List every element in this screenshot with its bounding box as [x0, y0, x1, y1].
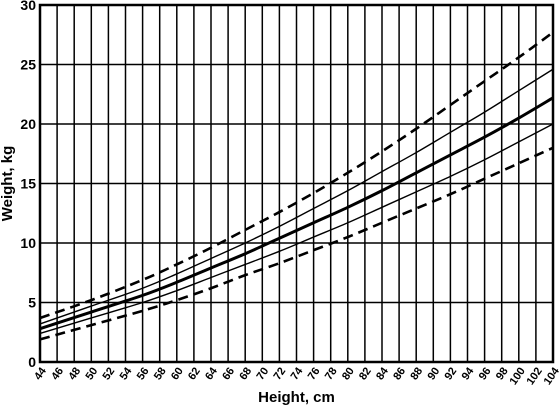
x-axis-label: Height, cm [258, 389, 335, 406]
series-line-5 [39, 146, 554, 341]
series-line-2 [39, 68, 554, 325]
x-tick-label: 68 [237, 365, 254, 382]
series-lines [39, 31, 554, 341]
y-axis-label: Weight, kg [0, 146, 16, 222]
x-tick-label: 88 [408, 365, 425, 382]
series-line-4 [39, 123, 554, 335]
y-tick-label: 15 [20, 176, 36, 192]
x-tick-label: 74 [289, 365, 306, 383]
x-tick-label: 102 [525, 365, 545, 387]
plot-frame [38, 3, 555, 364]
x-tick-label: 86 [391, 365, 408, 382]
x-tick-label: 50 [83, 365, 100, 382]
x-tick-label: 104 [542, 365, 560, 388]
x-tick-labels: 44 46 48 50 52 54 56 58 60 62 64 66 68 70 72 74 76 78 80 82… [32, 365, 560, 388]
x-tick-label: 84 [374, 365, 391, 383]
x-tick-label: 58 [152, 365, 169, 382]
x-tick-label: 80 [340, 365, 357, 382]
x-tick-label: 56 [135, 365, 152, 382]
y-tick-label: 30 [20, 0, 36, 13]
x-tick-label: 92 [443, 365, 460, 382]
x-tick-label: 62 [186, 365, 203, 382]
x-tick-label: 54 [118, 365, 135, 383]
x-tick-label: 46 [49, 365, 66, 382]
x-tick-label: 64 [203, 365, 220, 383]
x-tick-label: 98 [494, 365, 511, 382]
series-line-3 [39, 96, 554, 331]
grid [39, 4, 554, 363]
x-tick-label: 76 [306, 365, 323, 382]
y-tick-label: 20 [20, 116, 36, 132]
x-tick-label: 96 [477, 365, 494, 382]
x-tick-label: 52 [101, 365, 118, 382]
y-tick-label: 5 [28, 295, 36, 311]
y-tick-label: 10 [20, 235, 36, 251]
y-tick-labels: 0 5 10 15 20 25 30 [20, 0, 36, 370]
x-tick-label: 48 [66, 365, 83, 382]
x-tick-label: 66 [220, 365, 237, 382]
y-tick-label: 0 [28, 354, 36, 370]
x-tick-label: 60 [169, 365, 186, 382]
x-tick-label: 82 [357, 365, 374, 382]
x-tick-label: 72 [272, 365, 289, 382]
x-tick-label: 70 [254, 365, 271, 382]
x-tick-label: 90 [425, 365, 442, 382]
x-tick-label: 100 [507, 365, 527, 387]
x-tick-label: 78 [323, 365, 340, 382]
x-tick-label: 94 [460, 365, 477, 383]
series-line-1 [39, 31, 554, 320]
y-tick-label: 25 [20, 57, 36, 73]
